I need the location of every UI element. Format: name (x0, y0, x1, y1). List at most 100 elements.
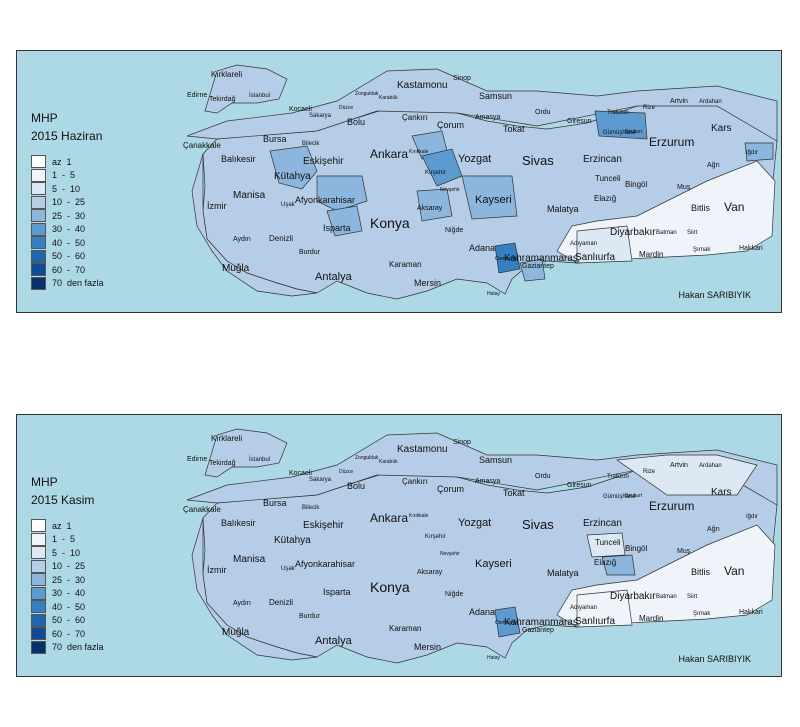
city-label: Tokat (503, 124, 525, 134)
city-label: Düzce (339, 469, 353, 475)
aksaray-region (416, 188, 453, 222)
city-label: Kütahya (274, 535, 311, 546)
city-label: Uşak (281, 566, 296, 572)
city-label: Şırnak (693, 247, 711, 253)
city-label: Burdur (299, 249, 321, 256)
city-label: Malatya (547, 204, 579, 214)
city-label: Konya (370, 579, 410, 595)
igdir-region (744, 142, 774, 162)
legend-label: 30 - 40 (52, 224, 86, 235)
legend-swatch (31, 209, 46, 223)
city-label: Isparta (323, 587, 351, 597)
city-label: Çankırı (402, 113, 428, 122)
city-label: Gümüşhane (603, 494, 636, 500)
city-label: Karabük (379, 459, 398, 465)
city-label: Isparta (323, 223, 351, 233)
author-credit: Hakan SARIBIYIK (678, 654, 751, 664)
city-label: Adıyaman (570, 241, 597, 247)
legend-label: 5 - 10 (52, 183, 81, 194)
city-label: Amasya (475, 114, 500, 121)
city-label: Erzurum (649, 135, 694, 149)
city-label: Aksaray (417, 205, 443, 212)
city-label: Van (724, 564, 744, 578)
city-label: Zonguldak (355, 91, 379, 97)
city-label: Kırıkkale (409, 149, 429, 155)
city-label: Artvin (670, 462, 688, 469)
city-label: Aydın (233, 236, 251, 243)
city-label: Adıyaman (570, 605, 597, 611)
legend-label: az 1 (52, 156, 72, 167)
city-label: Artvin (670, 98, 688, 105)
city-label: Mersin (414, 278, 441, 288)
city-label: Adana (469, 607, 495, 617)
city-label: Sivas (522, 153, 554, 168)
legend-swatch (31, 613, 46, 627)
legend-swatch (31, 236, 46, 250)
city-label: Tunceli (595, 538, 621, 547)
city-label: Eskişehir (303, 520, 344, 531)
gaziantep-region (519, 258, 546, 282)
legend-label: 10 - 25 (52, 197, 86, 208)
city-label: Karabük (379, 95, 398, 101)
legend-title: MHP (31, 475, 58, 489)
city-label: Hatay (487, 291, 501, 297)
city-label: Iğdır (746, 514, 758, 520)
city-label: Çorum (437, 120, 464, 130)
city-label: Aydın (233, 600, 251, 607)
city-label: Şanlıurfa (575, 616, 615, 627)
city-label: Gümüşhane (603, 130, 636, 136)
legend-swatch (31, 546, 46, 560)
legend-row: 5 - 10 (31, 182, 104, 196)
sanliurfa-region (576, 225, 633, 264)
city-label: Sivas (522, 517, 554, 532)
legend-row: 40 - 50 (31, 600, 104, 614)
city-label: Bingöl (625, 180, 647, 189)
legend-row: az 1 (31, 519, 104, 533)
legend-swatch (31, 263, 46, 277)
city-label: Sakarya (309, 477, 332, 483)
city-label: Batman (656, 230, 677, 236)
city-label: Kırşehir (425, 170, 446, 176)
city-label: Amasya (475, 478, 500, 485)
city-label: Kırıkkale (409, 513, 429, 519)
city-label: Ardahan (699, 463, 722, 469)
city-label: İstanbul (249, 92, 270, 99)
legend: az 1 1 - 5 5 - 10 10 - 25 25 - 30 30 - 4… (31, 519, 104, 654)
map-panel-haziran: Kırklareli Edirne Tekirdağ İstanbul Çana… (16, 50, 782, 313)
city-label: Tunceli (595, 174, 621, 183)
city-label: Bitlis (691, 203, 711, 213)
city-label: Kars (711, 123, 732, 134)
turkey-map-kasim: Kırklareli Edirne Tekirdağ İstanbul Çana… (183, 428, 778, 664)
legend-label: 1 - 5 (52, 170, 76, 181)
city-label: Konya (370, 215, 410, 231)
legend-swatch (31, 532, 46, 546)
city-label: Edirne (187, 456, 207, 463)
city-label: Çanakkale (183, 505, 221, 514)
legend-row: 30 - 40 (31, 586, 104, 601)
legend-row: 5 - 10 (31, 546, 104, 560)
afyonkarahisar-region (316, 175, 368, 212)
legend-row: 10 - 25 (31, 559, 104, 574)
north-coast (186, 432, 778, 506)
isparta-region (326, 205, 363, 237)
city-label: Zonguldak (355, 455, 379, 461)
city-label: Burdur (299, 613, 321, 620)
city-label: Samsun (479, 455, 512, 465)
legend-swatch (31, 573, 46, 587)
city-label: Muş (677, 548, 691, 555)
city-label: Hatay (487, 655, 501, 661)
legend-swatch (31, 222, 46, 236)
city-label: Çanakkale (183, 141, 221, 150)
city-label: Osmaniye (495, 620, 518, 626)
legend-label: 30 - 40 (52, 588, 86, 599)
city-label: Tekirdağ (209, 460, 236, 467)
city-label: Erzincan (583, 154, 622, 165)
legend-label: 70 den fazla (52, 278, 104, 289)
city-label: Eskişehir (303, 156, 344, 167)
city-label: Bingöl (625, 544, 647, 553)
city-label: Yozgat (458, 517, 491, 529)
legend-row: 40 - 50 (31, 236, 104, 250)
city-label: Bayburt (625, 493, 643, 499)
legend-swatch (31, 586, 46, 600)
city-label: İzmir (207, 565, 227, 575)
